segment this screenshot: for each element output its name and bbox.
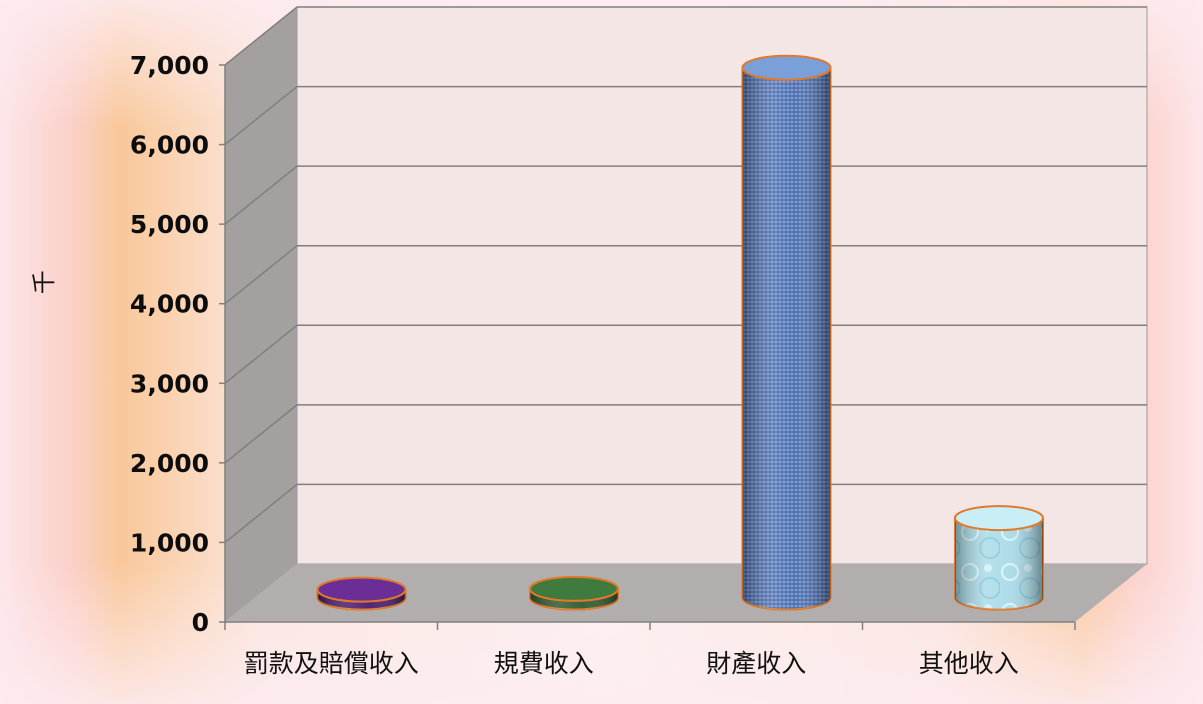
bar-top [953,505,1044,532]
back-wall [296,6,1148,565]
bar-top [741,54,832,81]
y-tick-label: 7,000 [130,51,209,80]
y-tick-label: 4,000 [130,290,209,319]
y-tick-label: 3,000 [130,369,209,398]
bar [953,505,1044,611]
x-tick-label: 其他收入 [919,649,1019,678]
y-tick-label: 5,000 [130,210,209,239]
side-wall [225,7,297,622]
gridline [224,404,1147,464]
y-tick-label: 2,000 [130,449,209,478]
y-tick-label: 1,000 [130,528,209,557]
gridline [224,244,1147,305]
gridline [224,165,1147,225]
gridline [224,324,1147,384]
gridline [224,85,1147,146]
floor [225,564,1147,622]
x-tick-label: 財產收入 [706,649,806,678]
gridline [224,6,1147,66]
bar [316,576,407,611]
bar [528,575,619,611]
y-axis-title: 千 [30,270,58,294]
y-tick-label: 0 [192,608,209,637]
x-tick-label: 規費收入 [494,649,594,678]
bar-shading [954,518,1043,610]
gridline [224,483,1147,544]
bar-top [316,576,407,603]
bar-top [528,575,619,602]
bar-shading [742,67,831,610]
y-tick-label: 6,000 [130,131,209,160]
bar [741,54,832,611]
x-tick-label: 罰款及賠償收入 [244,649,419,678]
